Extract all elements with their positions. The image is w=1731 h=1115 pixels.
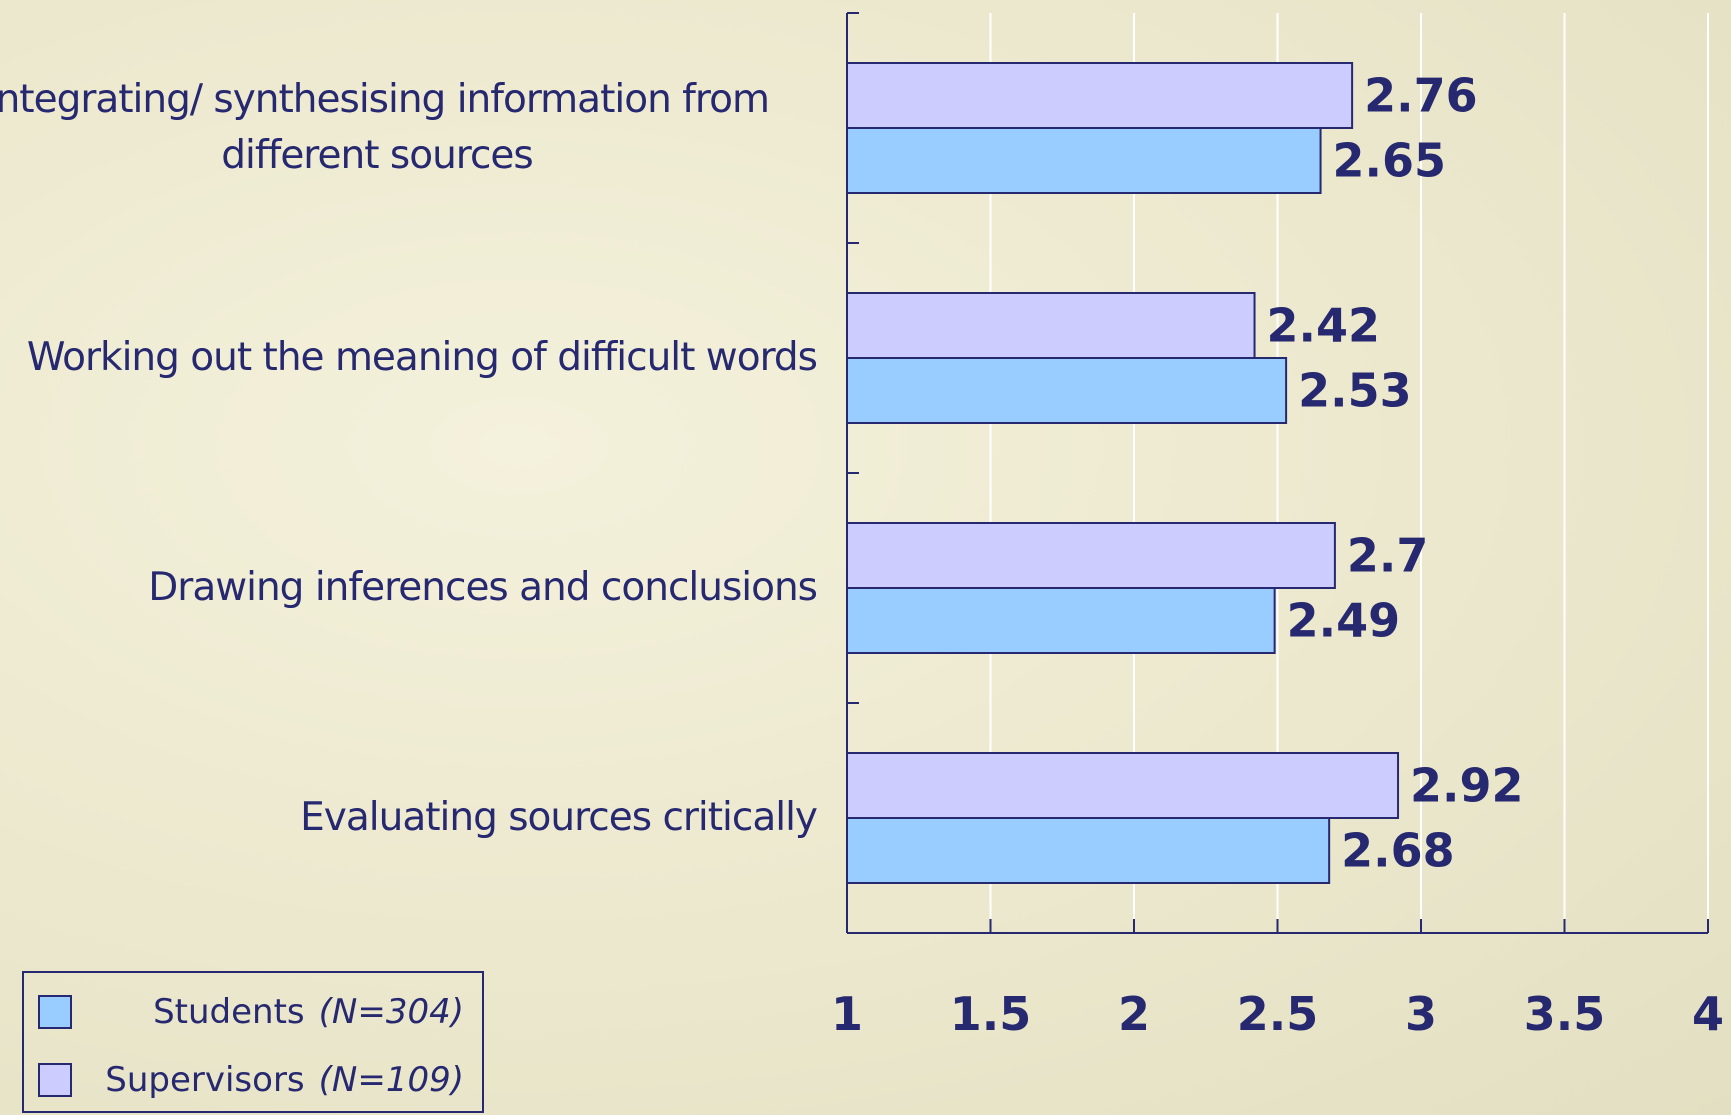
category-label: Working out the meaning of difficult wor… bbox=[0, 330, 818, 386]
bar bbox=[846, 357, 1288, 424]
value-label: 2.68 bbox=[1341, 824, 1455, 878]
bar bbox=[846, 522, 1336, 589]
bar bbox=[846, 817, 1331, 884]
bar bbox=[846, 587, 1276, 654]
legend-note: (N=109) bbox=[318, 1060, 464, 1100]
category-text: Working out the meaning of difficult wor… bbox=[26, 335, 818, 380]
x-tick-label: 1.5 bbox=[950, 987, 1032, 1041]
value-label: 2.65 bbox=[1333, 134, 1447, 188]
x-tick-label: 2.5 bbox=[1237, 987, 1319, 1041]
value-label: 2.7 bbox=[1347, 529, 1429, 583]
legend-swatch bbox=[38, 995, 72, 1029]
legend-swatch bbox=[38, 1063, 72, 1097]
legend-note: (N=304) bbox=[318, 992, 464, 1032]
value-label: 2.92 bbox=[1410, 759, 1524, 813]
x-tick-label: 2 bbox=[1118, 987, 1150, 1041]
legend-item: Supervisors (N=109) bbox=[24, 1055, 464, 1105]
bar bbox=[846, 752, 1400, 819]
category-label: Evaluating sources critically bbox=[0, 790, 818, 846]
category-text: Evaluating sources critically bbox=[300, 795, 818, 840]
category-text: Drawing inferences and conclusions bbox=[148, 565, 818, 610]
bar bbox=[846, 292, 1256, 359]
x-tick-label: 3.5 bbox=[1524, 987, 1606, 1041]
x-tick-label: 4 bbox=[1692, 987, 1724, 1041]
legend-label: Students bbox=[153, 992, 305, 1032]
bar bbox=[846, 127, 1322, 194]
category-label: Integrating/ synthesising information fr… bbox=[0, 72, 817, 184]
legend-item: Students (N=304) bbox=[24, 987, 464, 1037]
value-label: 2.53 bbox=[1298, 364, 1412, 418]
x-tick-label: 1 bbox=[831, 987, 863, 1041]
category-text: Integrating/ synthesising information fr… bbox=[0, 77, 770, 178]
value-label: 2.76 bbox=[1364, 69, 1478, 123]
legend-label: Supervisors bbox=[105, 1060, 305, 1100]
x-tick-label: 3 bbox=[1405, 987, 1437, 1041]
legend: Students (N=304) Supervisors (N=109) bbox=[22, 971, 484, 1113]
value-label: 2.42 bbox=[1267, 299, 1381, 353]
value-label: 2.49 bbox=[1287, 594, 1401, 648]
bar bbox=[846, 62, 1354, 129]
category-label: Drawing inferences and conclusions bbox=[0, 560, 818, 616]
